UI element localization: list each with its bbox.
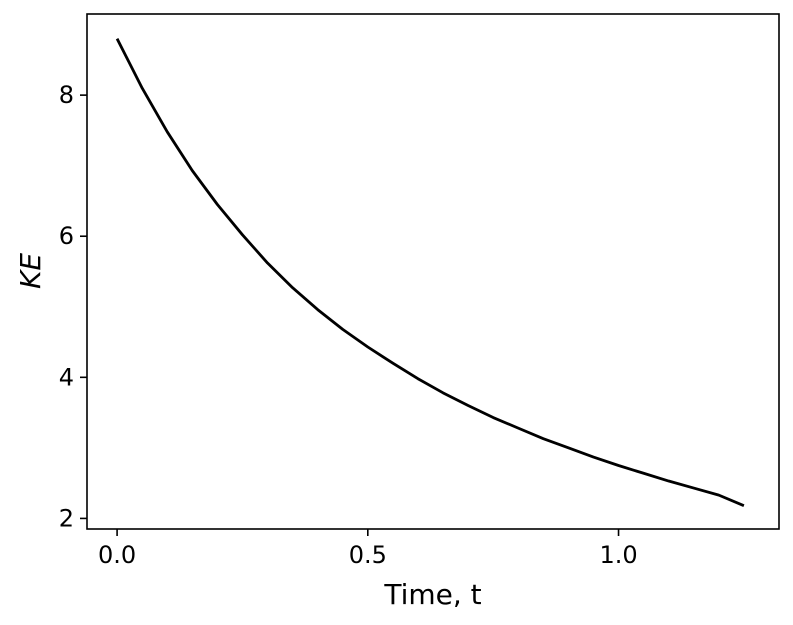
y-axis-ticks: 2 4 6 8 xyxy=(59,81,87,532)
y-axis-label: KE xyxy=(14,253,47,289)
y-tick-label: 6 xyxy=(59,222,74,250)
x-tick-label: 1.0 xyxy=(599,541,637,569)
y-tick-label: 8 xyxy=(59,81,74,109)
x-tick-label: 0.0 xyxy=(98,541,136,569)
x-axis-ticks: 0.0 0.5 1.0 xyxy=(98,529,638,569)
x-axis-label: Time, t xyxy=(383,578,481,611)
x-tick-label: 0.5 xyxy=(349,541,387,569)
y-tick-label: 4 xyxy=(59,363,74,391)
plot-frame xyxy=(86,13,780,530)
y-tick-label: 2 xyxy=(59,504,74,532)
ke-series-line xyxy=(115,38,745,508)
